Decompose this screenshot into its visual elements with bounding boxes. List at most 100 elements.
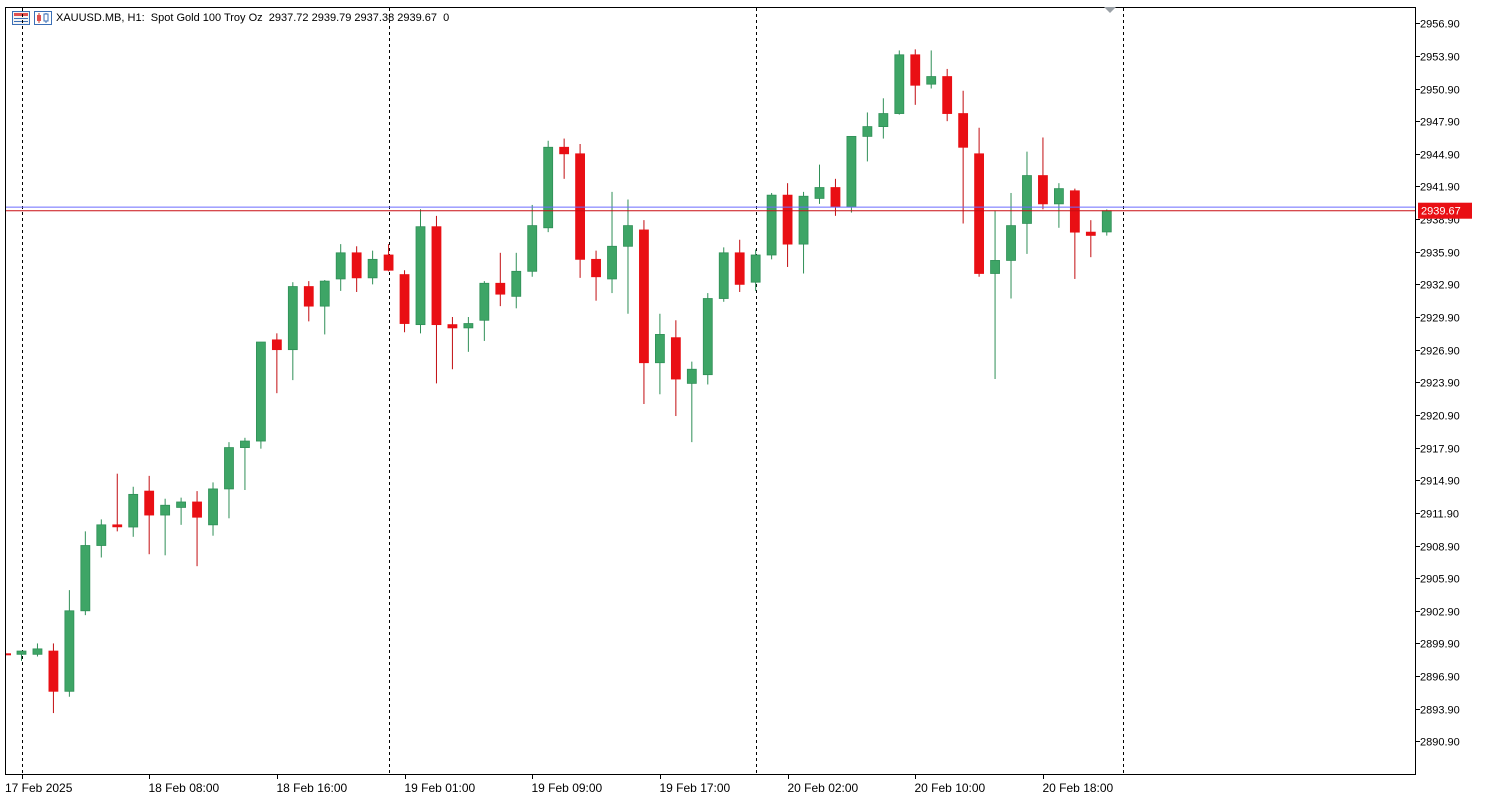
candle bbox=[431, 215, 442, 384]
candle-body bbox=[495, 282, 506, 295]
candle-body bbox=[910, 54, 921, 86]
candle-body bbox=[367, 258, 378, 279]
y-tick-label: 2920.90 bbox=[1420, 411, 1460, 423]
candle bbox=[367, 250, 378, 285]
candle-body bbox=[1054, 188, 1064, 205]
candle bbox=[287, 282, 298, 381]
candle-body bbox=[335, 252, 346, 280]
candle bbox=[224, 442, 234, 519]
x-tick-label: 18 Feb 08:00 bbox=[149, 781, 220, 795]
candle-body bbox=[958, 113, 969, 148]
candle-body bbox=[112, 524, 123, 528]
candle-body bbox=[990, 260, 1000, 274]
plot-border bbox=[5, 7, 1416, 775]
candle-body bbox=[48, 650, 59, 692]
grid-menu-icon[interactable] bbox=[12, 11, 30, 25]
candle-body bbox=[702, 298, 713, 376]
candle-body bbox=[32, 648, 43, 655]
candle-body bbox=[591, 258, 601, 278]
candle-body bbox=[80, 545, 91, 612]
x-tick-label: 19 Feb 01:00 bbox=[405, 781, 476, 795]
time-axis: 17 Feb 2025 18 Feb 08:00 18 Feb 16:00 19 Fe… bbox=[5, 774, 1114, 795]
ohlc-values: 2937.72 2939.79 2937.38 2939.67 bbox=[268, 12, 437, 24]
candle-body bbox=[431, 226, 442, 326]
candle-body bbox=[639, 229, 649, 364]
candle bbox=[607, 191, 617, 294]
y-tick-label: 2935.90 bbox=[1420, 248, 1460, 260]
candle-body bbox=[224, 447, 234, 490]
candle-body bbox=[670, 337, 681, 380]
y-tick-label: 2896.90 bbox=[1420, 672, 1460, 684]
x-tick-label: 19 Feb 09:00 bbox=[532, 781, 603, 795]
candle-body bbox=[942, 76, 953, 114]
candle bbox=[878, 98, 889, 139]
chart-header: XAUUSD.MB, H1: Spot Gold 100 Troy Oz 293… bbox=[12, 8, 449, 28]
candle bbox=[319, 280, 330, 335]
candle-body bbox=[303, 286, 314, 307]
candle bbox=[814, 164, 825, 204]
candle-body bbox=[686, 368, 697, 384]
shift-triangle-icon[interactable] bbox=[1104, 7, 1116, 13]
price-lines bbox=[5, 206, 1415, 212]
x-tick-label: 20 Feb 10:00 bbox=[915, 781, 986, 795]
candle-body bbox=[575, 153, 585, 260]
candle bbox=[798, 191, 809, 274]
candle bbox=[718, 247, 729, 302]
candle-body bbox=[798, 195, 809, 245]
y-tick-label: 2956.90 bbox=[1420, 19, 1460, 31]
candle bbox=[208, 482, 218, 536]
candle bbox=[750, 249, 761, 291]
candle-body bbox=[655, 334, 665, 364]
candle-body bbox=[974, 153, 984, 274]
candle bbox=[160, 498, 171, 556]
candles bbox=[6, 49, 1112, 714]
x-tick-label: 17 Feb 2025 bbox=[5, 781, 73, 795]
candle bbox=[96, 519, 107, 558]
y-tick-label: 2890.90 bbox=[1420, 737, 1460, 749]
candle bbox=[559, 138, 570, 179]
candle bbox=[479, 281, 490, 341]
y-tick-label: 2953.90 bbox=[1420, 52, 1460, 64]
candle bbox=[958, 90, 969, 224]
candle-body bbox=[607, 245, 617, 280]
candle bbox=[591, 250, 601, 301]
y-tick-label: 2926.90 bbox=[1420, 346, 1460, 358]
y-tick-label: 2917.90 bbox=[1420, 444, 1460, 456]
current-price-tag: 2939.67 bbox=[1418, 202, 1472, 219]
candle-body bbox=[144, 490, 155, 516]
candlestick-chart-icon[interactable] bbox=[34, 11, 52, 25]
candle-body bbox=[1085, 231, 1096, 236]
candle bbox=[64, 590, 75, 697]
candle bbox=[862, 112, 873, 162]
candle-body bbox=[894, 54, 905, 114]
y-tick-label: 2893.90 bbox=[1420, 705, 1460, 717]
candle bbox=[1085, 220, 1096, 258]
x-tick-label: 19 Feb 17:00 bbox=[660, 781, 731, 795]
candle bbox=[990, 210, 1000, 380]
candle bbox=[176, 497, 187, 525]
candle-body bbox=[511, 270, 522, 297]
y-tick-label: 2914.90 bbox=[1420, 476, 1460, 488]
candle bbox=[670, 320, 681, 417]
candle bbox=[782, 183, 793, 267]
candle bbox=[623, 199, 633, 314]
price-axis: 2890.90 2893.90 2896.90 2899.90 2902.90 2905.… bbox=[1415, 19, 1460, 749]
candle-body bbox=[926, 76, 937, 85]
y-tick-label: 2944.90 bbox=[1420, 150, 1460, 162]
candle-body bbox=[814, 187, 825, 199]
candle-body bbox=[160, 504, 171, 516]
candle bbox=[495, 252, 506, 307]
candle bbox=[974, 127, 984, 277]
y-tick-label: 2923.90 bbox=[1420, 378, 1460, 390]
candle bbox=[271, 333, 282, 394]
candle bbox=[240, 437, 250, 491]
candle-body bbox=[782, 194, 793, 245]
candle bbox=[702, 293, 713, 385]
candle bbox=[192, 491, 202, 567]
candle bbox=[128, 486, 139, 537]
candle-body bbox=[527, 225, 538, 272]
candle-body bbox=[766, 194, 777, 256]
candle bbox=[511, 252, 522, 309]
y-tick-label: 2950.90 bbox=[1420, 85, 1460, 97]
